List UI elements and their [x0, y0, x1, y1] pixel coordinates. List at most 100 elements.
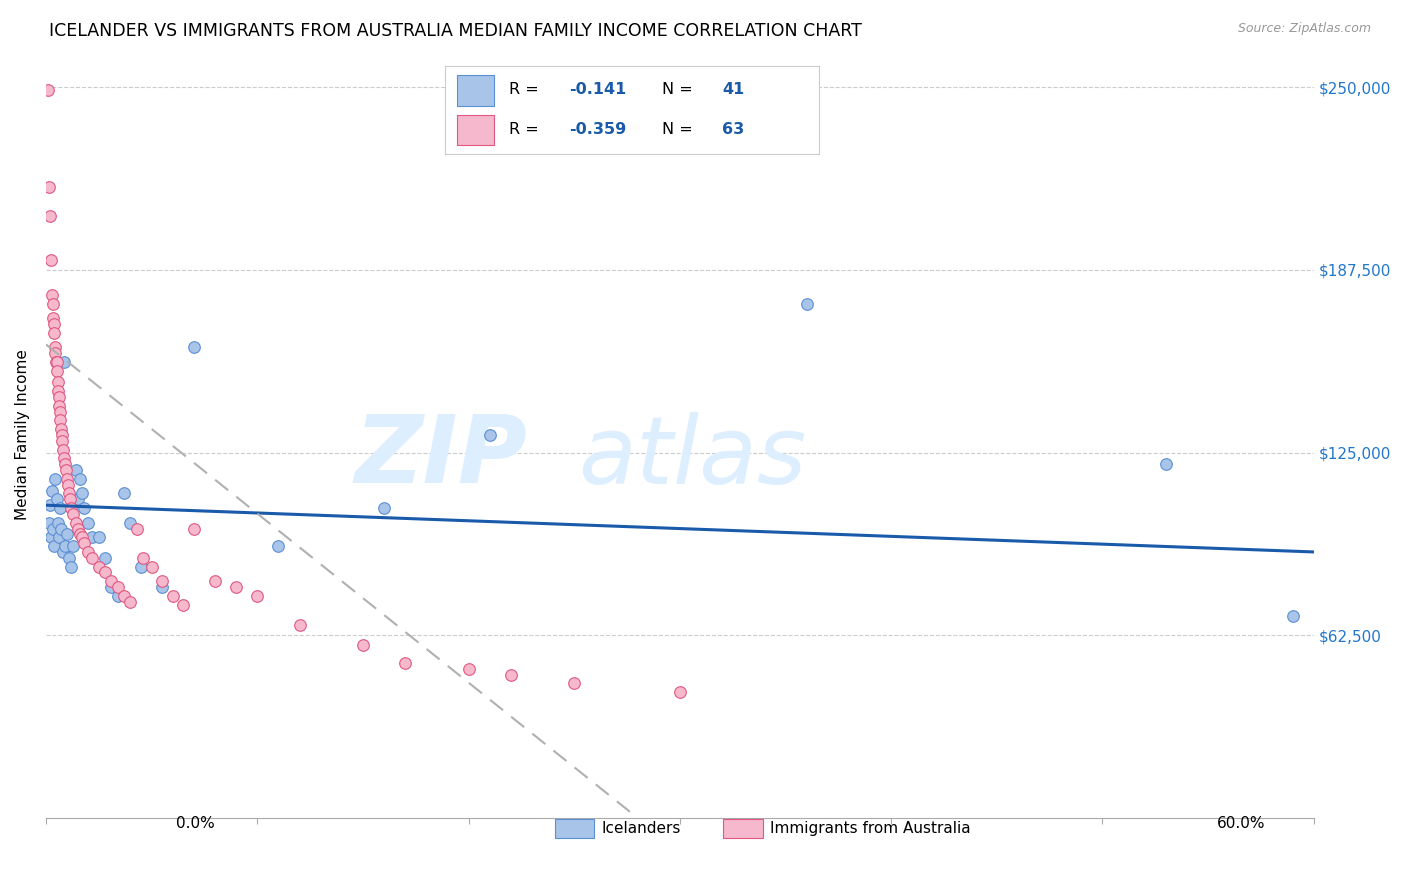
Point [38, 179, 60, 194]
Point [499, 667, 522, 681]
Point [73, 536, 96, 550]
Point [267, 539, 290, 553]
Point [394, 656, 416, 670]
Point [56, 527, 79, 541]
Point [141, 559, 163, 574]
Point [60, 501, 83, 516]
Point [51, 434, 73, 448]
Point [58, 486, 80, 500]
Point [44, 472, 66, 486]
Point [100, 580, 122, 594]
Point [82, 550, 104, 565]
Point [56, 472, 79, 486]
Point [66, 522, 89, 536]
Point [41, 483, 63, 498]
Point [53, 457, 76, 471]
Text: ICELANDER VS IMMIGRANTS FROM AUSTRALIA MEDIAN FAMILY INCOME CORRELATION CHART: ICELANDER VS IMMIGRANTS FROM AUSTRALIA M… [49, 22, 862, 40]
Point [107, 589, 129, 603]
Point [1154, 457, 1177, 471]
Point [49, 422, 72, 436]
Point [120, 594, 142, 608]
Point [562, 676, 585, 690]
Point [150, 574, 173, 589]
Point [120, 516, 142, 530]
Point [288, 618, 311, 632]
Point [42, 317, 65, 331]
Point [44, 340, 66, 354]
Point [46, 516, 69, 530]
Point [70, 486, 93, 500]
Point [44, 539, 66, 553]
Point [49, 522, 72, 536]
Point [183, 522, 205, 536]
Point [37, 83, 59, 97]
Point [373, 501, 395, 516]
Point [55, 463, 77, 477]
Point [246, 589, 269, 603]
Point [38, 516, 60, 530]
Point [52, 355, 75, 369]
Point [669, 685, 692, 699]
Point [46, 376, 69, 390]
Text: atlas: atlas [578, 412, 807, 503]
Point [42, 522, 65, 536]
Point [65, 463, 87, 477]
Text: ZIP: ZIP [354, 411, 527, 503]
Point [77, 516, 100, 530]
Point [100, 574, 122, 589]
Text: 0.0%: 0.0% [176, 816, 215, 831]
Point [52, 442, 75, 457]
Point [44, 346, 66, 360]
Point [478, 428, 501, 442]
Point [183, 340, 205, 354]
Point [59, 492, 82, 507]
Point [39, 209, 62, 223]
Point [45, 355, 67, 369]
Point [58, 550, 80, 565]
Point [39, 498, 62, 512]
Point [39, 252, 62, 267]
Point [77, 545, 100, 559]
Text: Icelanders: Icelanders [602, 822, 681, 836]
Text: Source: ZipAtlas.com: Source: ZipAtlas.com [1237, 22, 1371, 36]
Point [46, 364, 69, 378]
Point [457, 662, 479, 676]
Point [51, 428, 73, 442]
Point [107, 580, 129, 594]
Text: Immigrants from Australia: Immigrants from Australia [770, 822, 970, 836]
Point [352, 639, 374, 653]
Point [42, 296, 65, 310]
Point [125, 522, 148, 536]
Point [42, 311, 65, 326]
Point [66, 492, 89, 507]
Point [44, 326, 66, 340]
Point [62, 539, 84, 553]
Y-axis label: Median Family Income: Median Family Income [15, 349, 30, 520]
Point [70, 530, 93, 544]
Point [53, 539, 76, 553]
Point [132, 550, 155, 565]
Text: 60.0%: 60.0% [1218, 816, 1265, 831]
Point [48, 390, 70, 404]
Point [48, 404, 70, 418]
Point [56, 477, 79, 491]
Point [69, 472, 91, 486]
Point [129, 559, 152, 574]
Point [49, 413, 72, 427]
Point [62, 507, 84, 521]
Point [225, 580, 247, 594]
Point [112, 486, 135, 500]
Point [41, 287, 63, 301]
Point [162, 589, 184, 603]
Point [172, 598, 194, 612]
Point [73, 501, 96, 516]
Point [150, 580, 173, 594]
Point [46, 384, 69, 399]
Point [87, 559, 110, 574]
Point [52, 545, 75, 559]
Point [796, 296, 818, 310]
Point [48, 501, 70, 516]
Point [65, 516, 87, 530]
Point [45, 492, 67, 507]
Point [82, 530, 104, 544]
